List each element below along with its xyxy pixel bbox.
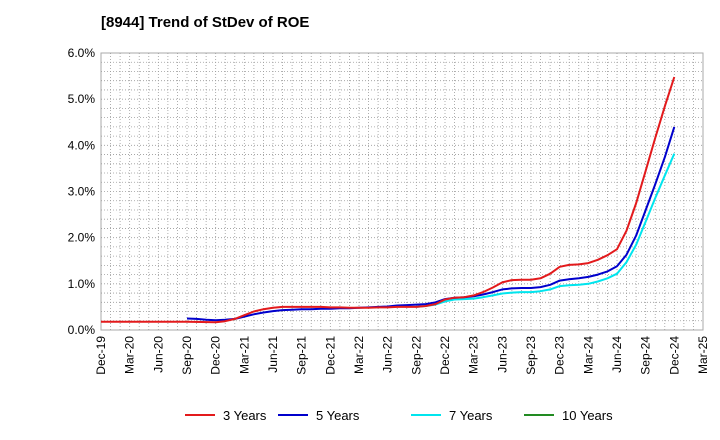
x-tick-label: Mar-23 bbox=[467, 336, 481, 374]
chart-title: [8944] Trend of StDev of ROE bbox=[101, 14, 310, 31]
x-tick-label: Jun-24 bbox=[610, 336, 624, 373]
x-tick-label: Jun-23 bbox=[495, 336, 509, 373]
y-tick-label: 2.0% bbox=[68, 231, 96, 245]
x-tick-label: Mar-21 bbox=[237, 336, 251, 374]
x-tick-label: Sep-21 bbox=[295, 336, 309, 375]
series-line-3-years bbox=[101, 76, 676, 324]
legend-label: 7 Years bbox=[449, 408, 493, 423]
y-tick-label: 1.0% bbox=[68, 277, 96, 291]
x-tick-label: Dec-22 bbox=[438, 336, 452, 375]
x-tick-label: Mar-24 bbox=[581, 336, 595, 374]
y-tick-label: 3.0% bbox=[68, 185, 96, 199]
y-tick-label: 5.0% bbox=[68, 92, 96, 106]
series-line-7-years bbox=[416, 153, 676, 308]
x-tick-label: Mar-25 bbox=[696, 336, 710, 374]
x-tick-label: Dec-20 bbox=[209, 336, 223, 375]
x-tick-label: Dec-24 bbox=[667, 336, 681, 375]
y-tick-label: 6.0% bbox=[68, 46, 96, 60]
x-tick-label: Sep-24 bbox=[639, 336, 653, 375]
x-tick-label: Jun-20 bbox=[151, 336, 165, 373]
x-tick-label: Dec-19 bbox=[94, 336, 108, 375]
legend-label: 3 Years bbox=[223, 408, 267, 423]
x-tick-label: Dec-23 bbox=[553, 336, 567, 375]
x-tick-label: Jun-21 bbox=[266, 336, 280, 373]
x-tick-label: Jun-22 bbox=[381, 336, 395, 373]
legend-label: 10 Years bbox=[562, 408, 613, 423]
x-tick-label: Dec-21 bbox=[323, 336, 337, 375]
series-line-5-years bbox=[186, 126, 676, 322]
x-tick-label: Sep-22 bbox=[409, 336, 423, 375]
x-tick-label: Sep-23 bbox=[524, 336, 538, 375]
x-tick-label: Sep-20 bbox=[180, 336, 194, 375]
y-tick-label: 0.0% bbox=[68, 323, 96, 337]
y-tick-label: 4.0% bbox=[68, 138, 96, 152]
legend-label: 5 Years bbox=[316, 408, 360, 423]
x-tick-label: Mar-20 bbox=[123, 336, 137, 374]
x-tick-label: Mar-22 bbox=[352, 336, 366, 374]
